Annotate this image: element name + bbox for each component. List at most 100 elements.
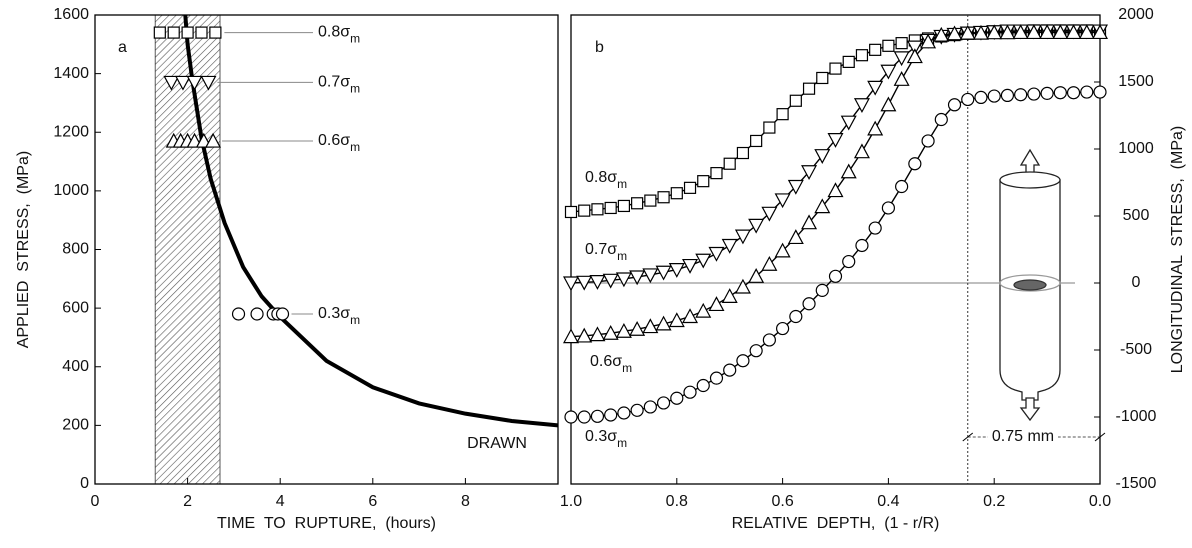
marker-square [869,43,882,56]
y-tick-label: 1000 [53,182,89,199]
marker-triangle-down [721,238,738,254]
marker-triangle-up [920,33,937,49]
marker-square [855,49,869,62]
marker-triangle-down [682,258,699,274]
rupture-curve [183,14,559,428]
marker-triangle-up [1065,24,1082,40]
marker-triangle-up [787,229,804,245]
marker-circle [961,92,975,107]
marker-circle [934,112,948,127]
marker-triangle-up [986,24,1003,40]
marker-triangle-up [972,24,989,40]
marker-triangle-down [642,268,659,284]
tension-arrow-down [1019,397,1041,422]
x-tick-label: 0.0 [1089,493,1111,510]
marker-triangle-up [642,318,659,334]
marker-triangle-up [748,268,765,283]
y-tick-label: 1600 [53,6,89,23]
marker-triangle-down [906,40,923,56]
y-tick-label: 400 [62,358,89,375]
marker-triangle-up [668,312,685,328]
marker-triangle-up [708,296,725,312]
series-label-sub: m [350,140,360,154]
marker-square [209,26,222,39]
marker-triangle-down [589,275,606,290]
marker-circle [908,157,922,171]
marker-square [895,37,908,50]
marker-square [842,55,855,69]
y-tick-label: 1400 [53,65,89,82]
marker-triangle-down [761,206,778,222]
marker-triangle-down [734,229,751,245]
marker-triangle-up [906,48,923,64]
marker-circle [250,307,264,321]
marker-circle [231,307,246,321]
marker-circle [736,354,750,368]
marker-square [631,197,644,210]
marker-triangle-down [576,275,593,291]
x-tick-label: 8 [461,493,470,510]
marker-triangle-up [721,288,738,303]
series-label-sub: m [350,32,360,46]
marker-circle [590,409,605,423]
marker-triangle-down [668,263,685,278]
x-axis-title: TIME TO RUPTURE, (hours) [217,515,436,532]
marker-circle [564,410,578,424]
marker-square [153,26,166,39]
series-label: 0.6σm [318,132,360,154]
marker-triangle-down [853,98,870,114]
annotation-bg [988,428,1058,446]
marker-triangle-up [629,320,646,336]
marker-triangle-up [827,182,844,198]
marker-triangle-up [946,25,963,41]
marker-circle [921,134,935,148]
marker-circle [775,321,790,336]
marker-circle [895,179,909,194]
marker-square [644,194,657,207]
marker-circle [683,385,697,399]
y-tick-label: 600 [62,299,89,316]
marker-triangle-up [774,242,791,258]
marker-circle [947,98,962,112]
marker-triangle-up [999,24,1016,40]
series-label-base: 0.8σ [318,24,350,41]
marker-square [670,187,683,200]
marker-triangle-up [814,198,831,214]
panel-label: b [595,39,604,56]
marker-square [789,94,802,107]
marker-circle [974,90,988,105]
marker-triangle-down [655,265,672,281]
y2-tick-label: 0 [1132,274,1141,291]
series-label-base: 0.7σ [318,74,350,91]
y2-tick-label: 500 [1123,207,1150,224]
marker-triangle-up [682,308,699,324]
marker-square [763,121,776,134]
marker-square [604,201,617,215]
marker-triangle-down [602,273,619,289]
y2-tick-label: 1000 [1118,140,1154,157]
y-tick-label: 200 [62,417,89,434]
marker-square [578,204,591,217]
marker-circle [815,283,829,297]
marker-triangle-up [589,326,606,342]
marker-triangle-down [174,75,191,91]
x-tick-label: 6 [368,493,377,510]
specimen-illustration [999,148,1061,422]
marker-triangle-down [774,193,791,209]
marker-circle [855,238,869,253]
marker-circle [617,406,631,420]
marker-triangle-up [959,24,976,40]
marker-triangle-up [1091,24,1109,40]
marker-triangle-up [1052,24,1069,40]
marker-triangle-up [840,163,857,179]
marker-triangle-down [787,179,804,195]
x-tick-label: 1.0 [560,493,582,510]
marker-circle [789,309,803,324]
marker-triangle-down [893,51,910,67]
marker-square [829,62,842,75]
marker-triangle-up [1039,24,1056,40]
marker-circle [1053,86,1067,100]
marker-circle [577,410,591,424]
